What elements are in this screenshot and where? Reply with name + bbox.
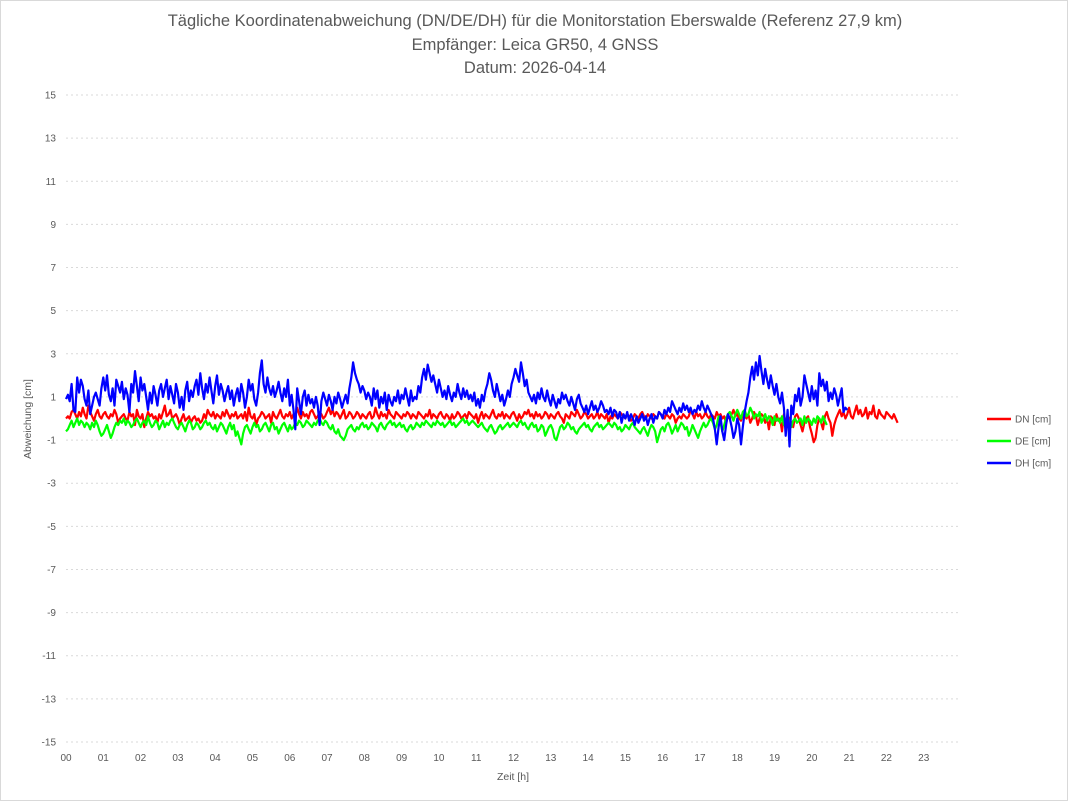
series-lines	[64, 354, 899, 448]
x-tick-label: 10	[433, 753, 445, 764]
x-tick-label: 23	[918, 753, 930, 764]
y-axis-ticks: 15 13 11 9 7 5 3 1 -1 -3 -5 -7 -9 -11 -13 -15	[42, 91, 57, 749]
x-tick-label: 22	[881, 753, 893, 764]
y-tick-label: 11	[46, 177, 57, 188]
y-tick-label: 1	[50, 392, 56, 403]
x-tick-label: 14	[583, 753, 595, 764]
y-tick-label: -7	[47, 565, 56, 576]
y-tick-label: -1	[47, 436, 56, 447]
x-tick-label: 15	[620, 753, 632, 764]
x-tick-label: 08	[359, 753, 371, 764]
x-tick-label: 06	[284, 753, 296, 764]
y-tick-label: -9	[47, 608, 56, 619]
chart-title: Tägliche Koordinatenabweichung (DN/DE/DH…	[167, 12, 903, 30]
y-tick-label: 13	[45, 134, 57, 145]
series-line-dh	[64, 354, 849, 448]
x-tick-label: 02	[135, 753, 147, 764]
x-axis-ticks: 00 01 02 03 04 05 06 07 08 09 10 11 12 13 14 15 16 17 18 19…	[60, 753, 929, 764]
y-tick-label: 5	[50, 306, 56, 317]
x-tick-label: 12	[508, 753, 520, 764]
x-tick-label: 19	[769, 753, 781, 764]
x-tick-label: 03	[172, 753, 184, 764]
y-tick-label: -5	[47, 522, 56, 533]
x-tick-label: 13	[545, 753, 557, 764]
y-tick-label: -3	[47, 479, 56, 490]
grid-lines	[66, 94, 961, 743]
y-tick-label: -15	[42, 738, 57, 749]
legend: DN [cm] DE [cm] DH [cm]	[987, 415, 1051, 470]
legend-label: DE [cm]	[1015, 437, 1051, 448]
x-tick-label: 07	[321, 753, 333, 764]
legend-label: DN [cm]	[1015, 415, 1051, 426]
x-tick-label: 01	[98, 753, 110, 764]
x-tick-label: 18	[732, 753, 744, 764]
x-tick-label: 00	[60, 753, 72, 764]
x-tick-label: 05	[247, 753, 259, 764]
y-tick-label: -13	[42, 694, 57, 705]
legend-label: DH [cm]	[1015, 459, 1051, 470]
y-tick-label: 15	[45, 91, 57, 102]
chart-date: Datum: 2026-04-14	[463, 59, 607, 77]
series-line-dn	[65, 404, 899, 444]
y-tick-label: 3	[50, 349, 56, 360]
x-axis-title: Zeit [h]	[497, 771, 529, 783]
x-tick-label: 20	[806, 753, 818, 764]
x-tick-label: 11	[471, 753, 482, 764]
y-tick-label: 7	[50, 263, 56, 274]
x-tick-label: 21	[844, 753, 856, 764]
y-axis-title: Abweichung [cm]	[22, 379, 34, 459]
y-tick-label: -11	[42, 651, 56, 662]
y-tick-label: 9	[50, 220, 56, 231]
series-line-de	[65, 406, 828, 446]
x-tick-label: 17	[694, 753, 706, 764]
x-tick-label: 09	[396, 753, 408, 764]
chart-subtitle: Empfänger: Leica GR50, 4 GNSS	[411, 36, 659, 54]
x-tick-label: 04	[210, 753, 222, 764]
x-tick-label: 16	[657, 753, 669, 764]
